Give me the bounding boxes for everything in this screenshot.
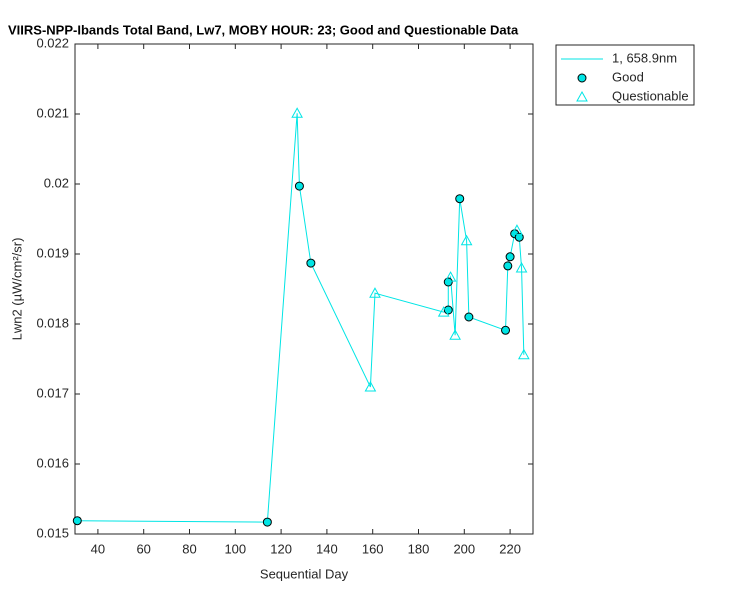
marker-good (464, 312, 474, 322)
y-tick-label: 0.016 (36, 455, 69, 470)
marker-good (294, 181, 304, 191)
marker-questionable (515, 261, 528, 273)
marker-questionable (517, 348, 530, 360)
x-tick-label: 40 (91, 541, 105, 556)
marker-good (443, 277, 453, 287)
legend-label: Questionable (612, 88, 689, 103)
marker-questionable (444, 271, 457, 282)
chart-title: VIIRS-NPP-Ibands Total Band, Lw7, MOBY H… (8, 22, 519, 37)
x-tick-label: 140 (316, 541, 338, 556)
marker-questionable (291, 107, 303, 118)
marker-questionable (511, 224, 523, 235)
marker-good (455, 194, 465, 204)
marker-good (505, 252, 515, 262)
x-tick-label: 220 (499, 541, 521, 556)
marker-questionable (449, 329, 461, 340)
marker-good (306, 258, 316, 268)
marker-good (501, 325, 511, 335)
x-tick-label: 120 (270, 541, 292, 556)
y-tick-label: 0.02 (44, 175, 69, 190)
y-axis-label: Lwn2 (µW/cm²/sr) (9, 238, 24, 341)
marker-good (577, 73, 587, 83)
marker-good (503, 261, 513, 271)
y-tick-label: 0.022 (36, 35, 69, 50)
marker-questionable (437, 306, 450, 317)
x-tick-label: 180 (408, 541, 430, 556)
y-tick-label: 0.019 (36, 245, 69, 260)
legend: 1, 658.9nm Good Questionable (555, 44, 695, 106)
legend-label: 1, 658.9nm (612, 50, 677, 65)
x-tick-label: 80 (182, 541, 196, 556)
y-tick-label: 0.021 (36, 105, 69, 120)
marker-questionable (369, 287, 381, 298)
marker-good (72, 516, 82, 526)
x-tick-label: 160 (362, 541, 384, 556)
marker-questionable (364, 380, 377, 392)
y-tick-label: 0.017 (36, 385, 69, 400)
x-axis-label: Sequential Day (260, 566, 349, 581)
legend-label: Good (612, 69, 644, 84)
marker-good (262, 517, 272, 527)
x-tick-label: 60 (136, 541, 150, 556)
plot-area (75, 44, 533, 534)
axes-box (74, 43, 534, 535)
marker-questionable (460, 234, 473, 246)
y-tick-label: 0.018 (36, 315, 69, 330)
x-tick-label: 100 (224, 541, 246, 556)
y-tick-label: 0.015 (36, 525, 69, 540)
marker-questionable (576, 90, 588, 102)
x-tick-label: 200 (453, 541, 475, 556)
marker-good (514, 232, 524, 242)
